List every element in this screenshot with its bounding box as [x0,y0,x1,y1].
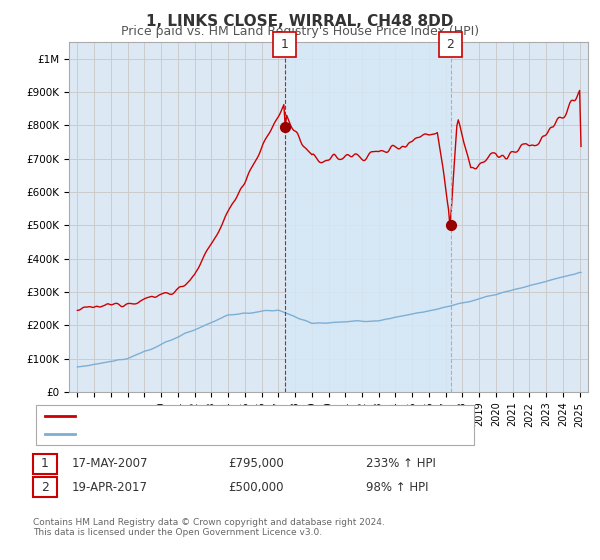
Text: 1: 1 [281,38,289,52]
Text: 1, LINKS CLOSE, WIRRAL, CH48 8DD (detached house): 1, LINKS CLOSE, WIRRAL, CH48 8DD (detach… [81,411,384,421]
Text: £500,000: £500,000 [228,480,284,494]
Text: 2: 2 [446,38,454,52]
Text: 1, LINKS CLOSE, WIRRAL, CH48 8DD: 1, LINKS CLOSE, WIRRAL, CH48 8DD [146,14,454,29]
Point [280,123,289,132]
Text: 233% ↑ HPI: 233% ↑ HPI [366,457,436,470]
Text: HPI: Average price, detached house, Wirral: HPI: Average price, detached house, Wirr… [81,429,320,439]
Text: 1: 1 [41,457,49,470]
Text: Contains HM Land Registry data © Crown copyright and database right 2024.
This d: Contains HM Land Registry data © Crown c… [33,518,385,538]
Text: 19-APR-2017: 19-APR-2017 [72,480,148,494]
Text: 17-MAY-2007: 17-MAY-2007 [72,457,149,470]
Text: Price paid vs. HM Land Registry's House Price Index (HPI): Price paid vs. HM Land Registry's House … [121,25,479,38]
Text: 2: 2 [41,480,49,494]
Text: 98% ↑ HPI: 98% ↑ HPI [366,480,428,494]
Text: £795,000: £795,000 [228,457,284,470]
Bar [284,42,451,392]
Point [446,221,455,230]
